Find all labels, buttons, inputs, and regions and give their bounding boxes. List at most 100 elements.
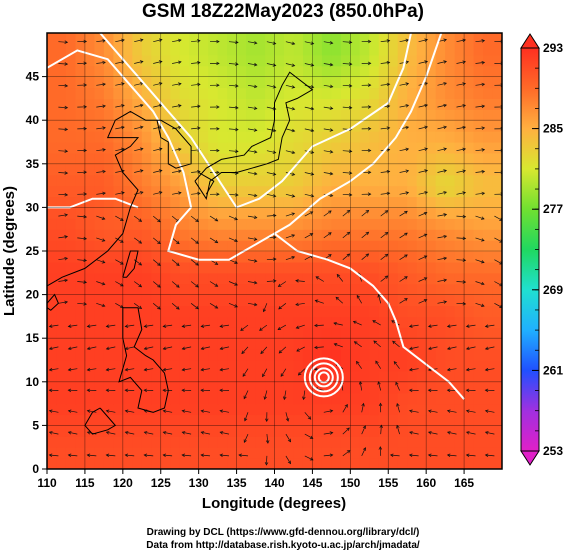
wind-arrow: [125, 410, 135, 413]
temperature-cell: [227, 261, 238, 274]
temperature-cell: [302, 316, 314, 328]
wind-arrowhead: [216, 61, 220, 66]
wind-arrow: [323, 410, 333, 413]
wind-arrowhead: [424, 125, 429, 130]
temperature-cell: [189, 392, 200, 405]
temperature-cell: [198, 327, 209, 339]
temperature-cell: [359, 327, 370, 339]
temperature-cell: [132, 65, 143, 78]
temperature-cell: [464, 207, 475, 219]
temperature-cell: [340, 87, 351, 99]
wind-arrowhead: [176, 284, 180, 288]
temperature-cell: [369, 392, 380, 405]
wind-arrowhead: [67, 453, 72, 457]
temperature-cell: [236, 305, 247, 317]
temperature-cell: [236, 338, 247, 350]
temperature-cell: [179, 87, 190, 99]
temperature-cell: [56, 381, 67, 394]
temperature-cell: [84, 131, 95, 143]
temperature-cell: [227, 43, 238, 56]
temperature-cell: [75, 349, 86, 361]
temperature-cell: [397, 414, 408, 426]
temperature-cell: [293, 109, 304, 121]
wind-arrowhead: [139, 147, 144, 151]
temperature-cell: [141, 458, 152, 469]
temperature-cell: [454, 261, 465, 274]
temperature-cell: [47, 338, 58, 350]
temperature-cell: [189, 338, 200, 350]
temperature-cell: [473, 196, 484, 208]
wind-arrowhead: [177, 38, 182, 43]
wind-arrowhead: [64, 84, 69, 88]
wind-arrowhead: [139, 103, 144, 108]
temperature-cell: [47, 305, 58, 317]
temperature-cell: [122, 163, 133, 176]
temperature-cell: [369, 54, 380, 67]
temperature-cell: [350, 152, 361, 165]
wind-arrow: [399, 83, 409, 86]
temperature-cell: [407, 43, 418, 56]
temperature-cell: [189, 163, 200, 176]
temperature-cell: [473, 87, 484, 99]
wind-arrow: [334, 343, 343, 348]
temperature-cell: [378, 152, 389, 165]
temperature-cell: [227, 65, 238, 78]
wind-arrowhead: [328, 254, 332, 258]
wind-arrow: [171, 259, 180, 266]
temperature-cell: [208, 152, 219, 165]
temperature-cell: [397, 381, 408, 394]
wind-arrow: [333, 322, 343, 326]
temperature-cell: [435, 174, 446, 187]
temperature-cell: [227, 338, 238, 350]
temperature-cell: [464, 65, 475, 78]
wind-arrowhead: [67, 346, 72, 351]
wind-arrowhead: [181, 431, 186, 435]
wind-arrow: [96, 237, 105, 242]
temperature-cell: [426, 240, 437, 252]
temperature-cell: [416, 142, 427, 154]
temperature-cell: [435, 207, 446, 219]
wind-arrowhead: [83, 39, 88, 44]
temperature-cell: [274, 54, 285, 67]
temperature-cell: [160, 174, 171, 187]
wind-arrowhead: [367, 192, 372, 196]
temperature-cell: [340, 316, 351, 328]
wind-arrow: [96, 170, 106, 173]
temperature-cell: [151, 87, 162, 99]
temperature-cell: [397, 240, 408, 252]
temperature-cell: [208, 185, 219, 198]
temperature-cell: [426, 392, 437, 405]
wind-arrowhead: [365, 209, 370, 214]
temperature-cell: [246, 305, 257, 317]
temperature-cell: [208, 305, 219, 317]
temperature-cell: [246, 261, 257, 274]
wind-arrow: [466, 454, 476, 457]
temperature-cell: [103, 218, 114, 230]
temperature-cell: [416, 272, 427, 285]
temperature-cell: [94, 240, 105, 252]
temperature-cell: [198, 109, 209, 121]
wind-arrow: [418, 39, 428, 43]
temperature-cell: [407, 174, 418, 187]
temperature-cell: [217, 294, 228, 307]
temperature-cell: [113, 305, 124, 317]
temperature-cell: [160, 207, 171, 219]
temperature-field: [47, 33, 502, 469]
wind-arrowhead: [291, 41, 296, 46]
temperature-cell: [208, 65, 219, 78]
temperature-cell: [378, 294, 389, 307]
wind-arrow: [96, 83, 106, 86]
temperature-cell: [94, 142, 105, 154]
temperature-cell: [84, 251, 95, 263]
temperature-cell: [426, 185, 437, 198]
wind-arrowhead: [329, 409, 334, 413]
wind-arrowhead: [296, 348, 300, 352]
temperature-cell: [312, 229, 323, 241]
temperature-cell: [217, 327, 228, 339]
temperature-cell: [407, 327, 418, 339]
temperature-cell: [407, 240, 418, 252]
wind-arrowhead: [181, 409, 186, 413]
temperature-cell: [151, 392, 162, 405]
temperature-cell: [426, 163, 437, 176]
temperature-cell: [426, 218, 437, 230]
